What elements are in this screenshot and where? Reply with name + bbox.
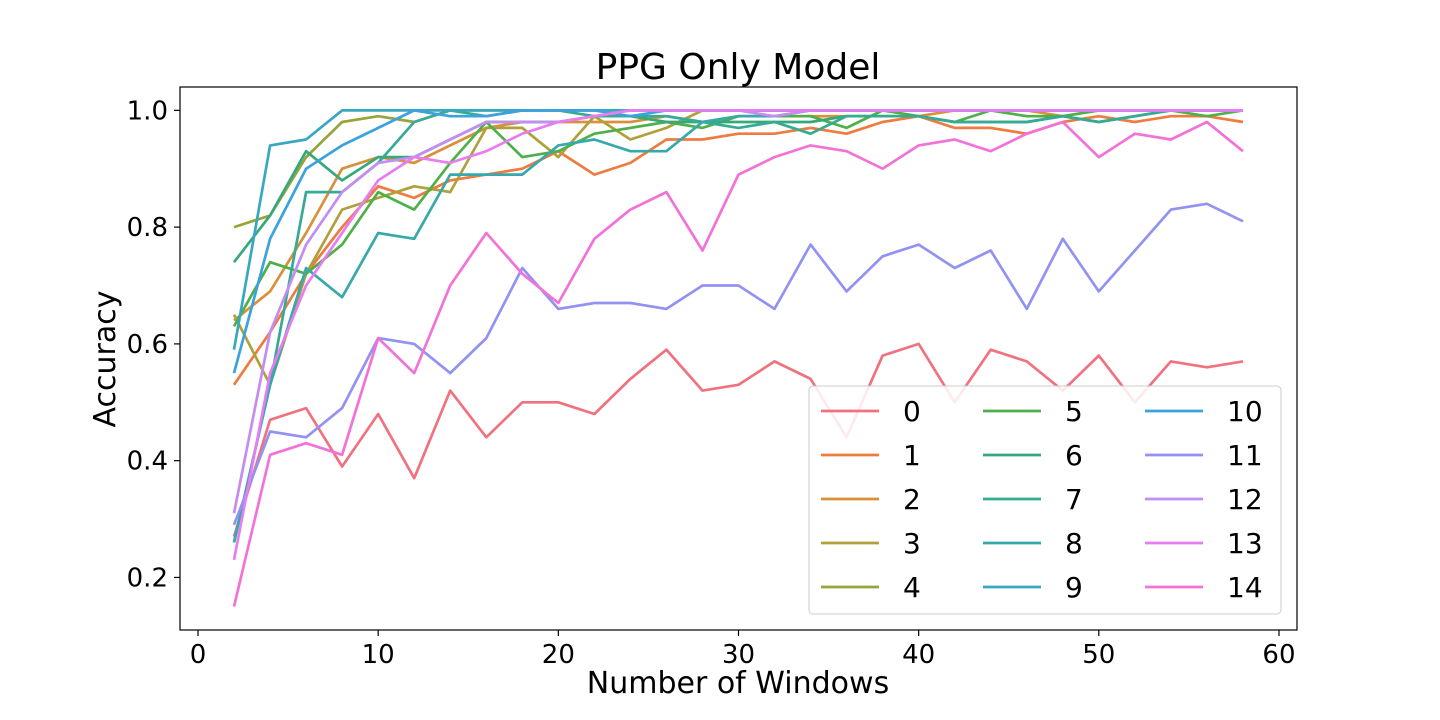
y-axis: 0.2 0.4 0.6 0.8 1.0 bbox=[127, 96, 180, 593]
y-tick-label: 0.6 bbox=[127, 330, 168, 360]
x-tick-label: 60 bbox=[1262, 640, 1295, 670]
legend-label-1: 1 bbox=[903, 439, 921, 472]
y-tick-label: 0.2 bbox=[127, 563, 168, 593]
legend-label-14: 14 bbox=[1227, 571, 1263, 604]
legend-label-3: 3 bbox=[903, 527, 921, 560]
y-tick-label: 0.4 bbox=[127, 447, 168, 477]
series-line-1 bbox=[232, 114, 1244, 386]
x-tick-label: 40 bbox=[902, 640, 935, 670]
series-line-0 bbox=[232, 342, 1244, 537]
x-tick-label: 10 bbox=[362, 640, 395, 670]
legend-label-2: 2 bbox=[903, 483, 921, 516]
y-axis-label: Accuracy bbox=[88, 291, 123, 428]
legend-label-7: 7 bbox=[1065, 483, 1083, 516]
series-line-13 bbox=[232, 109, 1243, 561]
series-line-14 bbox=[232, 120, 1244, 607]
legend-box bbox=[808, 385, 1282, 615]
legend-label-11: 11 bbox=[1227, 439, 1263, 472]
legend-label-10: 10 bbox=[1227, 395, 1263, 428]
x-tick-label: 20 bbox=[542, 640, 575, 670]
x-tick-label: 50 bbox=[1082, 640, 1115, 670]
legend-label-0: 0 bbox=[903, 395, 921, 428]
x-tick-label: 0 bbox=[190, 640, 207, 670]
series-line-7 bbox=[232, 109, 1243, 543]
legend-label-5: 5 bbox=[1065, 395, 1083, 428]
y-tick-label: 1.0 bbox=[127, 96, 168, 126]
y-tick-label: 0.8 bbox=[127, 213, 168, 243]
x-tick-label: 30 bbox=[722, 640, 755, 670]
series-layer bbox=[232, 109, 1244, 607]
x-axis-label: Number of Windows bbox=[587, 666, 889, 701]
series-line-11 bbox=[232, 202, 1244, 526]
legend-label-12: 12 bbox=[1227, 483, 1263, 516]
legend-label-4: 4 bbox=[903, 571, 921, 604]
x-axis: 0 10 20 30 40 50 60 bbox=[190, 630, 1296, 670]
legend-label-6: 6 bbox=[1065, 439, 1083, 472]
legend-label-9: 9 bbox=[1065, 571, 1083, 604]
legend-label-13: 13 bbox=[1227, 527, 1263, 560]
chart-title: PPG Only Model bbox=[596, 47, 881, 88]
legend-label-8: 8 bbox=[1065, 527, 1083, 560]
